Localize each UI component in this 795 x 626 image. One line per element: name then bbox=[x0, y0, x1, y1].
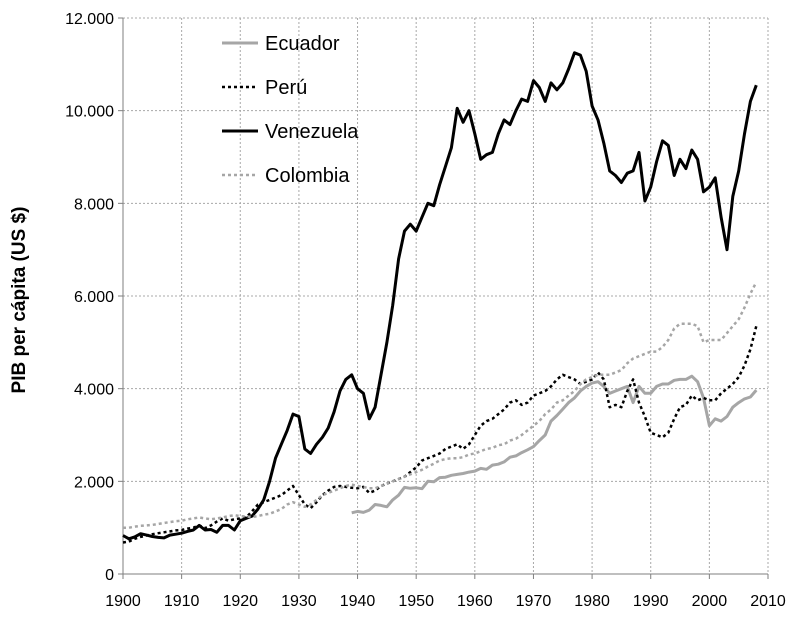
y-axis-title: PIB per cápita (US $) bbox=[9, 207, 30, 394]
x-tick-label: 1950 bbox=[398, 593, 434, 610]
x-tick-label: 1910 bbox=[164, 593, 200, 610]
series-line-peru bbox=[122, 325, 758, 544]
y-tick-label: 6.000 bbox=[74, 289, 114, 306]
x-tick-label: 1900 bbox=[105, 593, 141, 610]
tick-labels: 0 2.000 4.000 6.000 8.000 10.000 12.000 1900 191… bbox=[65, 11, 786, 610]
series-line-colombia bbox=[123, 281, 758, 529]
legend: Ecuador Perú Venezuela Colombia bbox=[222, 33, 359, 187]
y-tick-label: 4.000 bbox=[74, 382, 114, 399]
legend-label-venezuela: Venezuela bbox=[265, 121, 359, 143]
y-tick-label: 10.000 bbox=[65, 104, 114, 121]
axes bbox=[118, 17, 769, 579]
y-tick-label: 8.000 bbox=[74, 196, 114, 213]
x-tick-label: 2010 bbox=[750, 593, 786, 610]
legend-label-ecuador: Ecuador bbox=[265, 33, 340, 55]
x-tick-label: 1960 bbox=[457, 593, 493, 610]
y-tick-label: 0 bbox=[105, 567, 114, 584]
x-tick-label: 1990 bbox=[633, 593, 669, 610]
x-tick-label: 1930 bbox=[281, 593, 317, 610]
x-tick-label: 1980 bbox=[574, 593, 610, 610]
series-line-ecuador bbox=[351, 374, 758, 515]
y-tick-label: 12.000 bbox=[65, 11, 114, 28]
x-tick-label: 1940 bbox=[340, 593, 376, 610]
x-tick-label: 2000 bbox=[692, 593, 728, 610]
series-line-venezuela bbox=[122, 51, 758, 541]
x-tick-label: 1970 bbox=[516, 593, 552, 610]
legend-label-peru: Perú bbox=[265, 77, 307, 99]
y-tick-label: 2.000 bbox=[74, 474, 114, 491]
gridlines bbox=[123, 17, 769, 574]
x-tick-label: 1920 bbox=[222, 593, 258, 610]
series-lines bbox=[122, 51, 758, 544]
legend-label-colombia: Colombia bbox=[265, 165, 350, 187]
